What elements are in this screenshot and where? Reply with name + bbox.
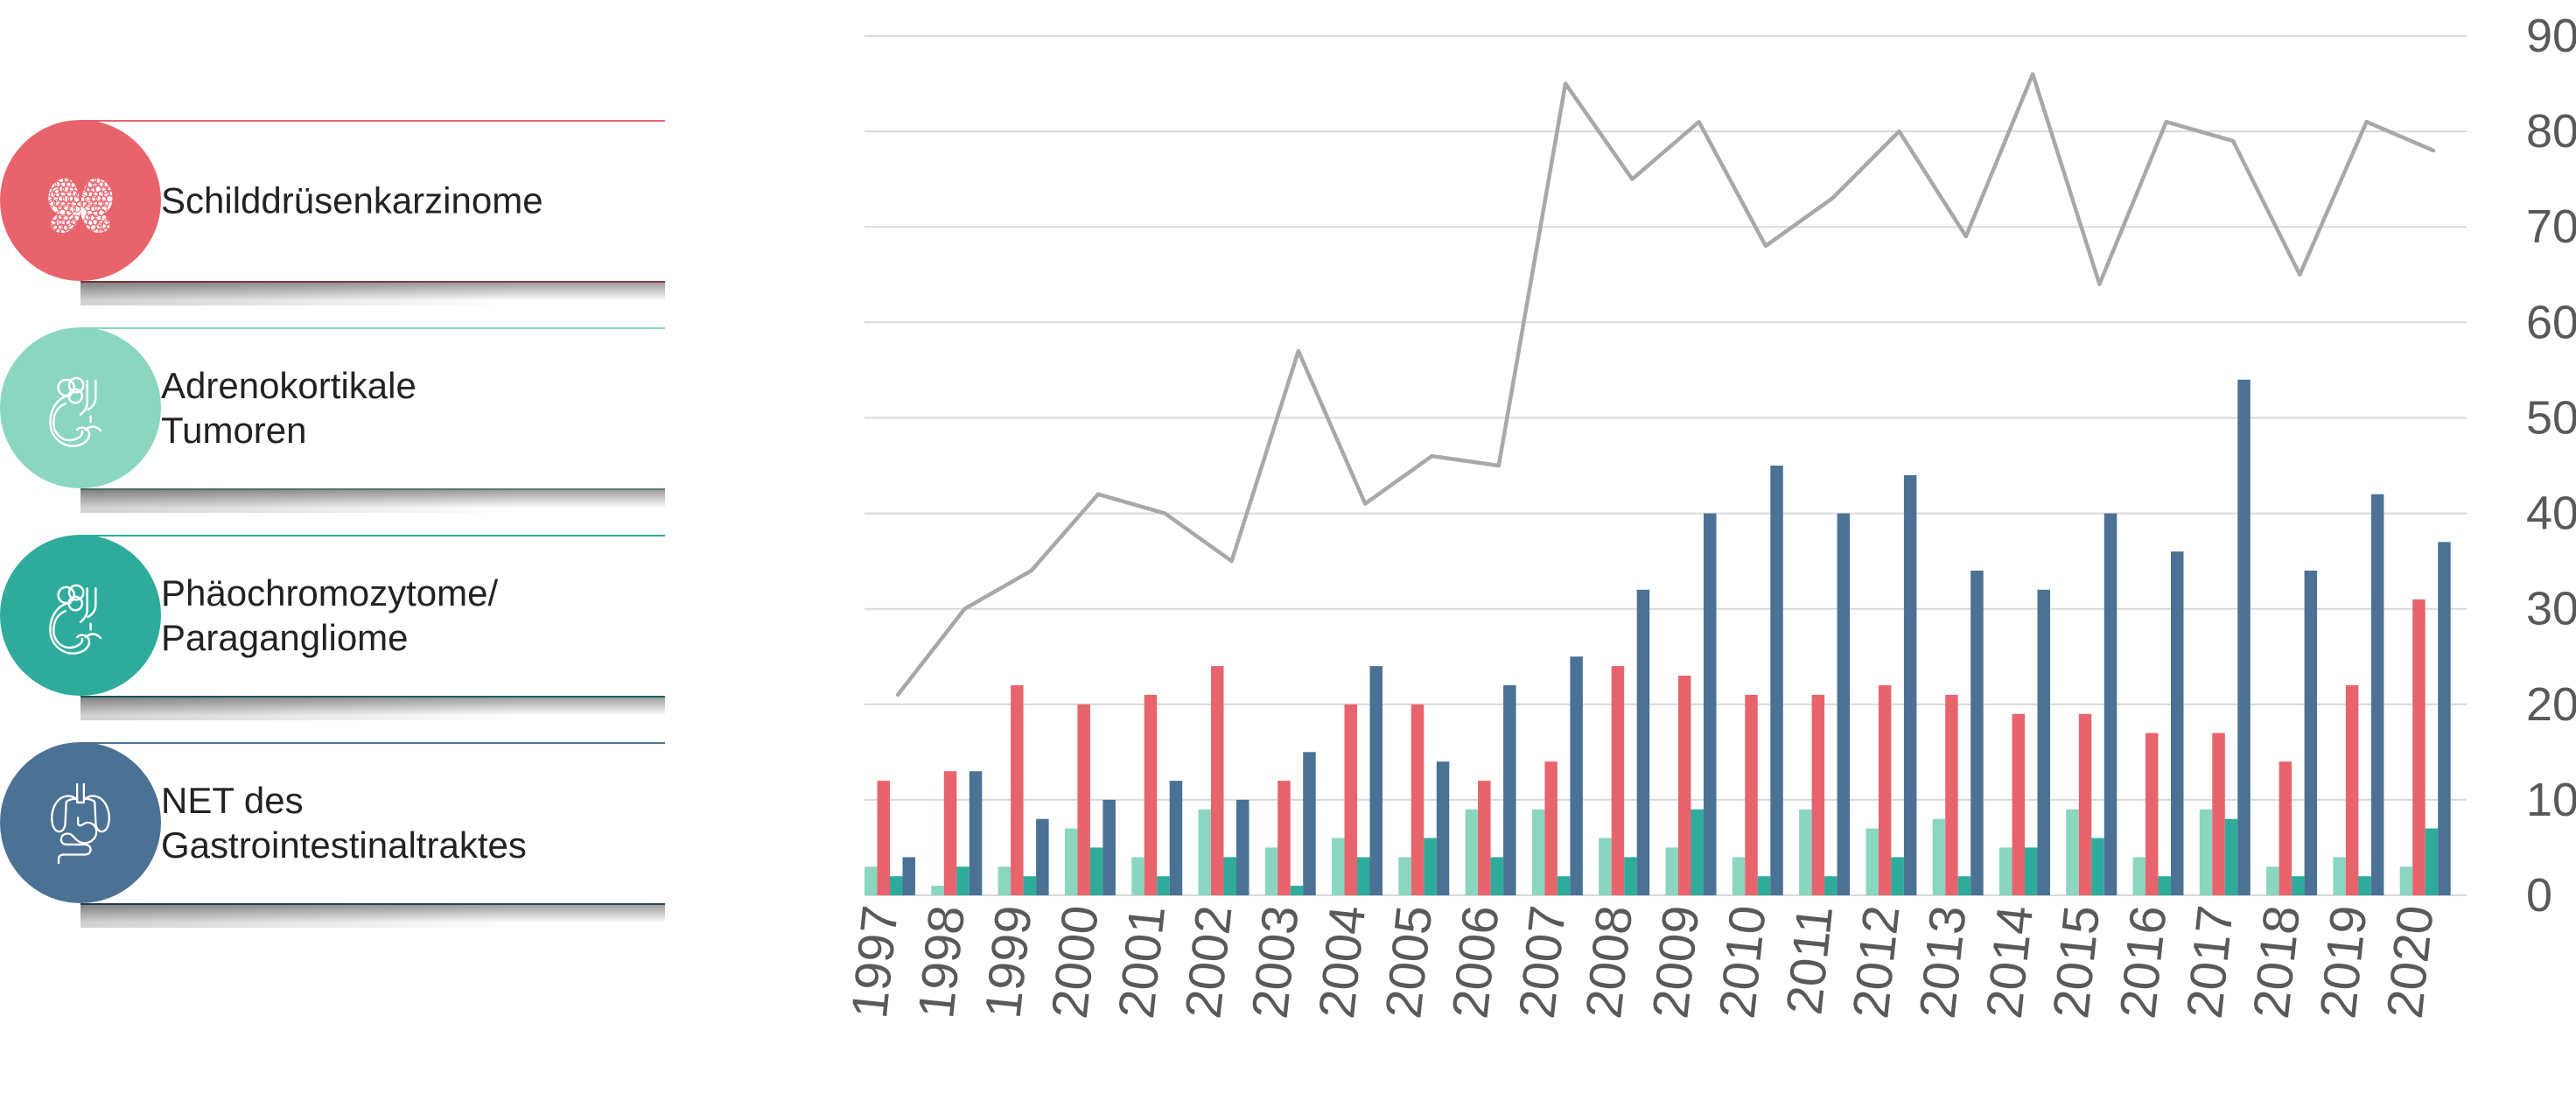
svg-text:2006: 2006 [1442, 903, 1510, 1021]
svg-text:2002: 2002 [1174, 903, 1242, 1021]
svg-text:10: 10 [2526, 774, 2576, 826]
svg-text:60: 60 [2526, 296, 2576, 348]
svg-text:2020: 2020 [2376, 903, 2445, 1021]
svg-text:2019: 2019 [2309, 903, 2377, 1021]
svg-text:2004: 2004 [1308, 903, 1376, 1021]
svg-text:30: 30 [2526, 583, 2576, 635]
svg-text:50: 50 [2526, 391, 2576, 444]
svg-text:2007: 2007 [1508, 903, 1577, 1021]
svg-text:2000: 2000 [1041, 903, 1110, 1021]
svg-text:2005: 2005 [1375, 903, 1443, 1021]
svg-text:40: 40 [2526, 487, 2576, 540]
svg-text:70: 70 [2526, 200, 2576, 253]
svg-text:90: 90 [2526, 10, 2576, 62]
svg-text:1998: 1998 [907, 903, 976, 1021]
svg-text:2018: 2018 [2243, 903, 2311, 1021]
svg-text:2001: 2001 [1108, 903, 1176, 1021]
svg-text:20: 20 [2526, 678, 2576, 731]
svg-text:2008: 2008 [1575, 903, 1643, 1021]
svg-text:2010: 2010 [1709, 903, 1777, 1021]
svg-text:2015: 2015 [2042, 903, 2110, 1021]
svg-text:1999: 1999 [974, 903, 1042, 1021]
svg-text:2003: 2003 [1242, 903, 1310, 1021]
svg-text:2012: 2012 [1842, 903, 1910, 1021]
svg-text:80: 80 [2526, 105, 2576, 158]
svg-text:2017: 2017 [2176, 903, 2244, 1021]
svg-text:1997: 1997 [841, 903, 909, 1021]
svg-text:0: 0 [2526, 869, 2552, 922]
svg-text:2009: 2009 [1642, 903, 1710, 1021]
svg-text:2013: 2013 [1909, 903, 1978, 1021]
svg-text:2016: 2016 [2109, 903, 2177, 1021]
svg-text:2014: 2014 [1976, 903, 2044, 1021]
svg-text:2011: 2011 [1775, 903, 1844, 1018]
